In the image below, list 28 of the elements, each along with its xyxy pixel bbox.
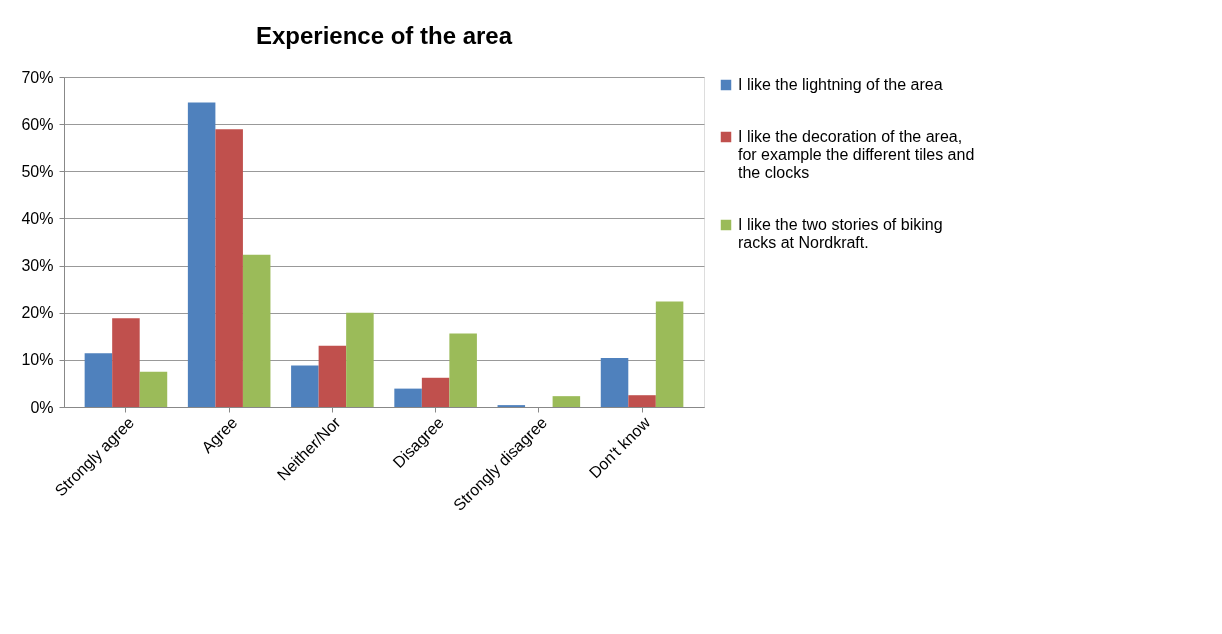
bar [346, 312, 374, 407]
bar [112, 318, 140, 407]
y-tick-label: 40% [21, 209, 54, 227]
y-tick-label: 0% [30, 398, 54, 416]
y-tick-label: 30% [21, 257, 54, 275]
bar [215, 129, 243, 407]
chart-title: Experience of the area [255, 22, 513, 49]
bar [291, 365, 319, 407]
bar [421, 377, 450, 407]
y-tick-label: 20% [21, 304, 54, 322]
y-tick-label: 10% [21, 351, 54, 369]
y-tick-label: 70% [21, 68, 54, 86]
y-tick-label: 50% [21, 162, 54, 180]
bar [655, 301, 684, 407]
bar [318, 345, 347, 407]
bar [628, 395, 656, 407]
bar [242, 254, 271, 407]
bar [139, 371, 168, 407]
legend-label: I like the two stories of biking racks at Nordkraft. [738, 216, 943, 251]
bar [600, 357, 629, 407]
legend-label: I like the lightning of the area [738, 76, 943, 93]
bar [449, 333, 477, 407]
bar [552, 396, 581, 407]
bar [394, 388, 422, 407]
bar [84, 353, 113, 407]
bar [187, 102, 216, 407]
legend-label: I like the decoration of the area, for example the different tiles and the clocks [738, 128, 975, 181]
y-tick-label: 60% [21, 115, 54, 133]
